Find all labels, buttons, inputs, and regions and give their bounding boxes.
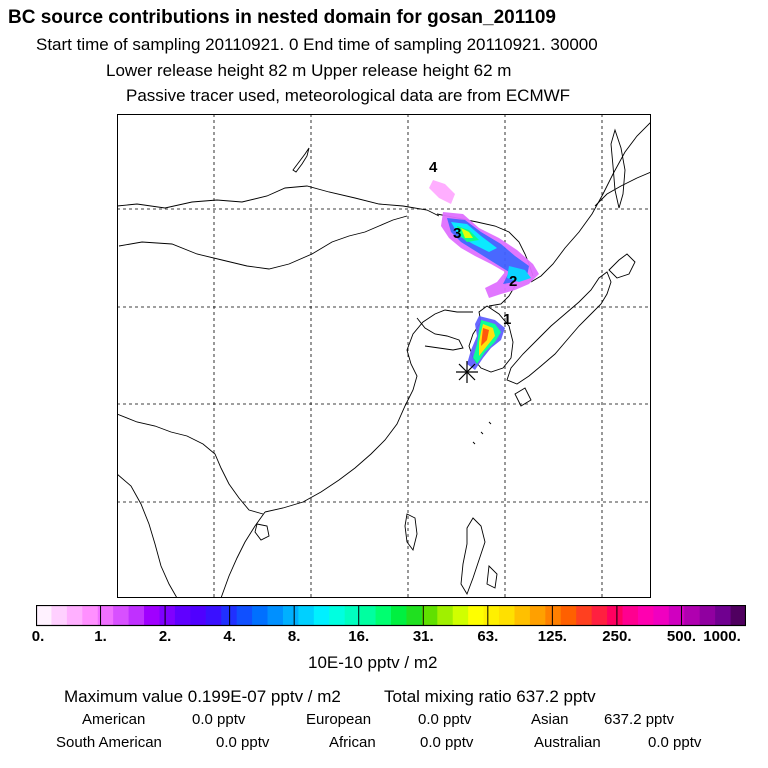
map-frame xyxy=(117,114,651,598)
region-name: Australian xyxy=(534,734,601,751)
region-value: 0.0 pptv xyxy=(192,711,246,728)
colorbar-cell xyxy=(483,605,500,626)
colorbar-cell xyxy=(406,605,423,626)
colorbar-cell xyxy=(144,605,160,626)
colorbar-cell xyxy=(421,605,438,626)
colorbar-tick-label: 63. xyxy=(477,628,499,645)
asterisk-star-icon xyxy=(456,361,478,383)
maximum-value: Maximum value 0.199E-07 pptv / m2 xyxy=(64,687,341,706)
colorbar-cell xyxy=(499,605,515,626)
colorbar-cell xyxy=(576,605,593,626)
colorbar-tick-label: 2. xyxy=(158,628,172,645)
colorbar-cell xyxy=(514,605,531,626)
colorbar-cell xyxy=(375,605,392,626)
colorbar-cell xyxy=(699,605,716,626)
colorbar-cell xyxy=(313,605,330,626)
release-height-line: Lower release height 82 m Upper release … xyxy=(106,61,512,80)
colorbar-cell xyxy=(452,605,469,626)
source-plume xyxy=(429,180,539,370)
colorbar-tick-label: 8. xyxy=(287,628,301,645)
colorbar-cell xyxy=(653,605,670,626)
colorbar-cell xyxy=(298,605,315,626)
colorbar-cell xyxy=(545,605,562,626)
summary-line: Maximum value 0.199E-07 pptv / m2 Total … xyxy=(64,688,596,705)
region-name: American xyxy=(82,711,146,728)
region-value: 0.0 pptv xyxy=(418,711,472,728)
colorbar-cell xyxy=(360,605,377,626)
colorbar-cell xyxy=(252,605,269,626)
coastlines xyxy=(117,121,651,598)
colorbar-cell xyxy=(668,605,685,626)
colorbar-cell xyxy=(684,605,701,626)
colorbar-cell xyxy=(329,605,346,626)
colorbar-tick-label: 500. xyxy=(666,628,697,645)
colorbar-cell xyxy=(128,605,145,626)
colorbar-cell xyxy=(391,605,407,626)
plot-title: BC source contributions in nested domain… xyxy=(8,7,556,28)
colorbar-tick-label: 16. xyxy=(348,628,370,645)
colorbar-cell xyxy=(174,605,191,626)
source-marker: 1 xyxy=(503,311,511,328)
lat-lon-grid xyxy=(117,114,651,598)
colorbar-cell xyxy=(715,605,732,626)
region-name: European xyxy=(306,711,372,728)
colorbar-cell xyxy=(560,605,577,626)
tracer-info-line: Passive tracer used, meteorological data… xyxy=(126,86,571,105)
colorbar-cell xyxy=(82,605,99,626)
colorbar-unit: 10E-10 pptv / m2 xyxy=(308,653,438,672)
colorbar-tick-label: 4. xyxy=(223,628,236,645)
colorbar-cell xyxy=(190,605,207,626)
region-value: 0.0 pptv xyxy=(420,734,474,751)
colorbar-tick-label: 1. xyxy=(94,628,107,645)
colorbar-cell xyxy=(66,605,83,626)
colorbar-cell xyxy=(282,605,299,626)
colorbar-cell xyxy=(51,605,68,626)
colorbar-cell xyxy=(113,605,130,626)
colorbar-cell xyxy=(591,605,608,626)
colorbar xyxy=(36,605,746,627)
colorbar-tick-label: 125. xyxy=(537,628,567,645)
source-marker: 3 xyxy=(453,225,461,242)
colorbar-cell xyxy=(97,605,114,626)
colorbar-cell xyxy=(437,605,454,626)
colorbar-cell xyxy=(344,605,361,626)
colorbar-cell xyxy=(236,605,253,626)
source-marker: 2 xyxy=(509,273,517,290)
colorbar-cell xyxy=(205,605,222,626)
colorbar-tick-label: 1000. xyxy=(703,628,741,645)
colorbar-cell xyxy=(730,605,746,626)
colorbar-cell xyxy=(267,605,284,626)
colorbar-cell xyxy=(159,605,176,626)
map-panel: 4 3 2 1 xyxy=(117,114,651,598)
colorbar-cell xyxy=(607,605,624,626)
colorbar-cell xyxy=(622,605,639,626)
colorbar-cell xyxy=(529,605,546,626)
region-name: African xyxy=(329,734,376,751)
region-name: Asian xyxy=(531,711,569,728)
colorbar-tick-label: 0. xyxy=(31,628,45,645)
colorbar-cell xyxy=(468,605,485,626)
region-value: 0.0 pptv xyxy=(216,734,270,751)
colorbar-tick-label: 31. xyxy=(412,628,434,645)
source-marker: 4 xyxy=(429,159,438,176)
region-value: 0.0 pptv xyxy=(648,734,702,751)
colorbar-cell xyxy=(637,605,654,626)
colorbar-cell xyxy=(36,605,52,626)
region-name: South American xyxy=(56,734,162,751)
total-mixing-ratio: Total mixing ratio 637.2 pptv xyxy=(384,687,596,706)
colorbar-tick-label: 250. xyxy=(602,628,632,645)
sampling-time-line: Start time of sampling 20110921. 0 End t… xyxy=(36,35,598,54)
region-value: 637.2 pptv xyxy=(604,711,675,728)
